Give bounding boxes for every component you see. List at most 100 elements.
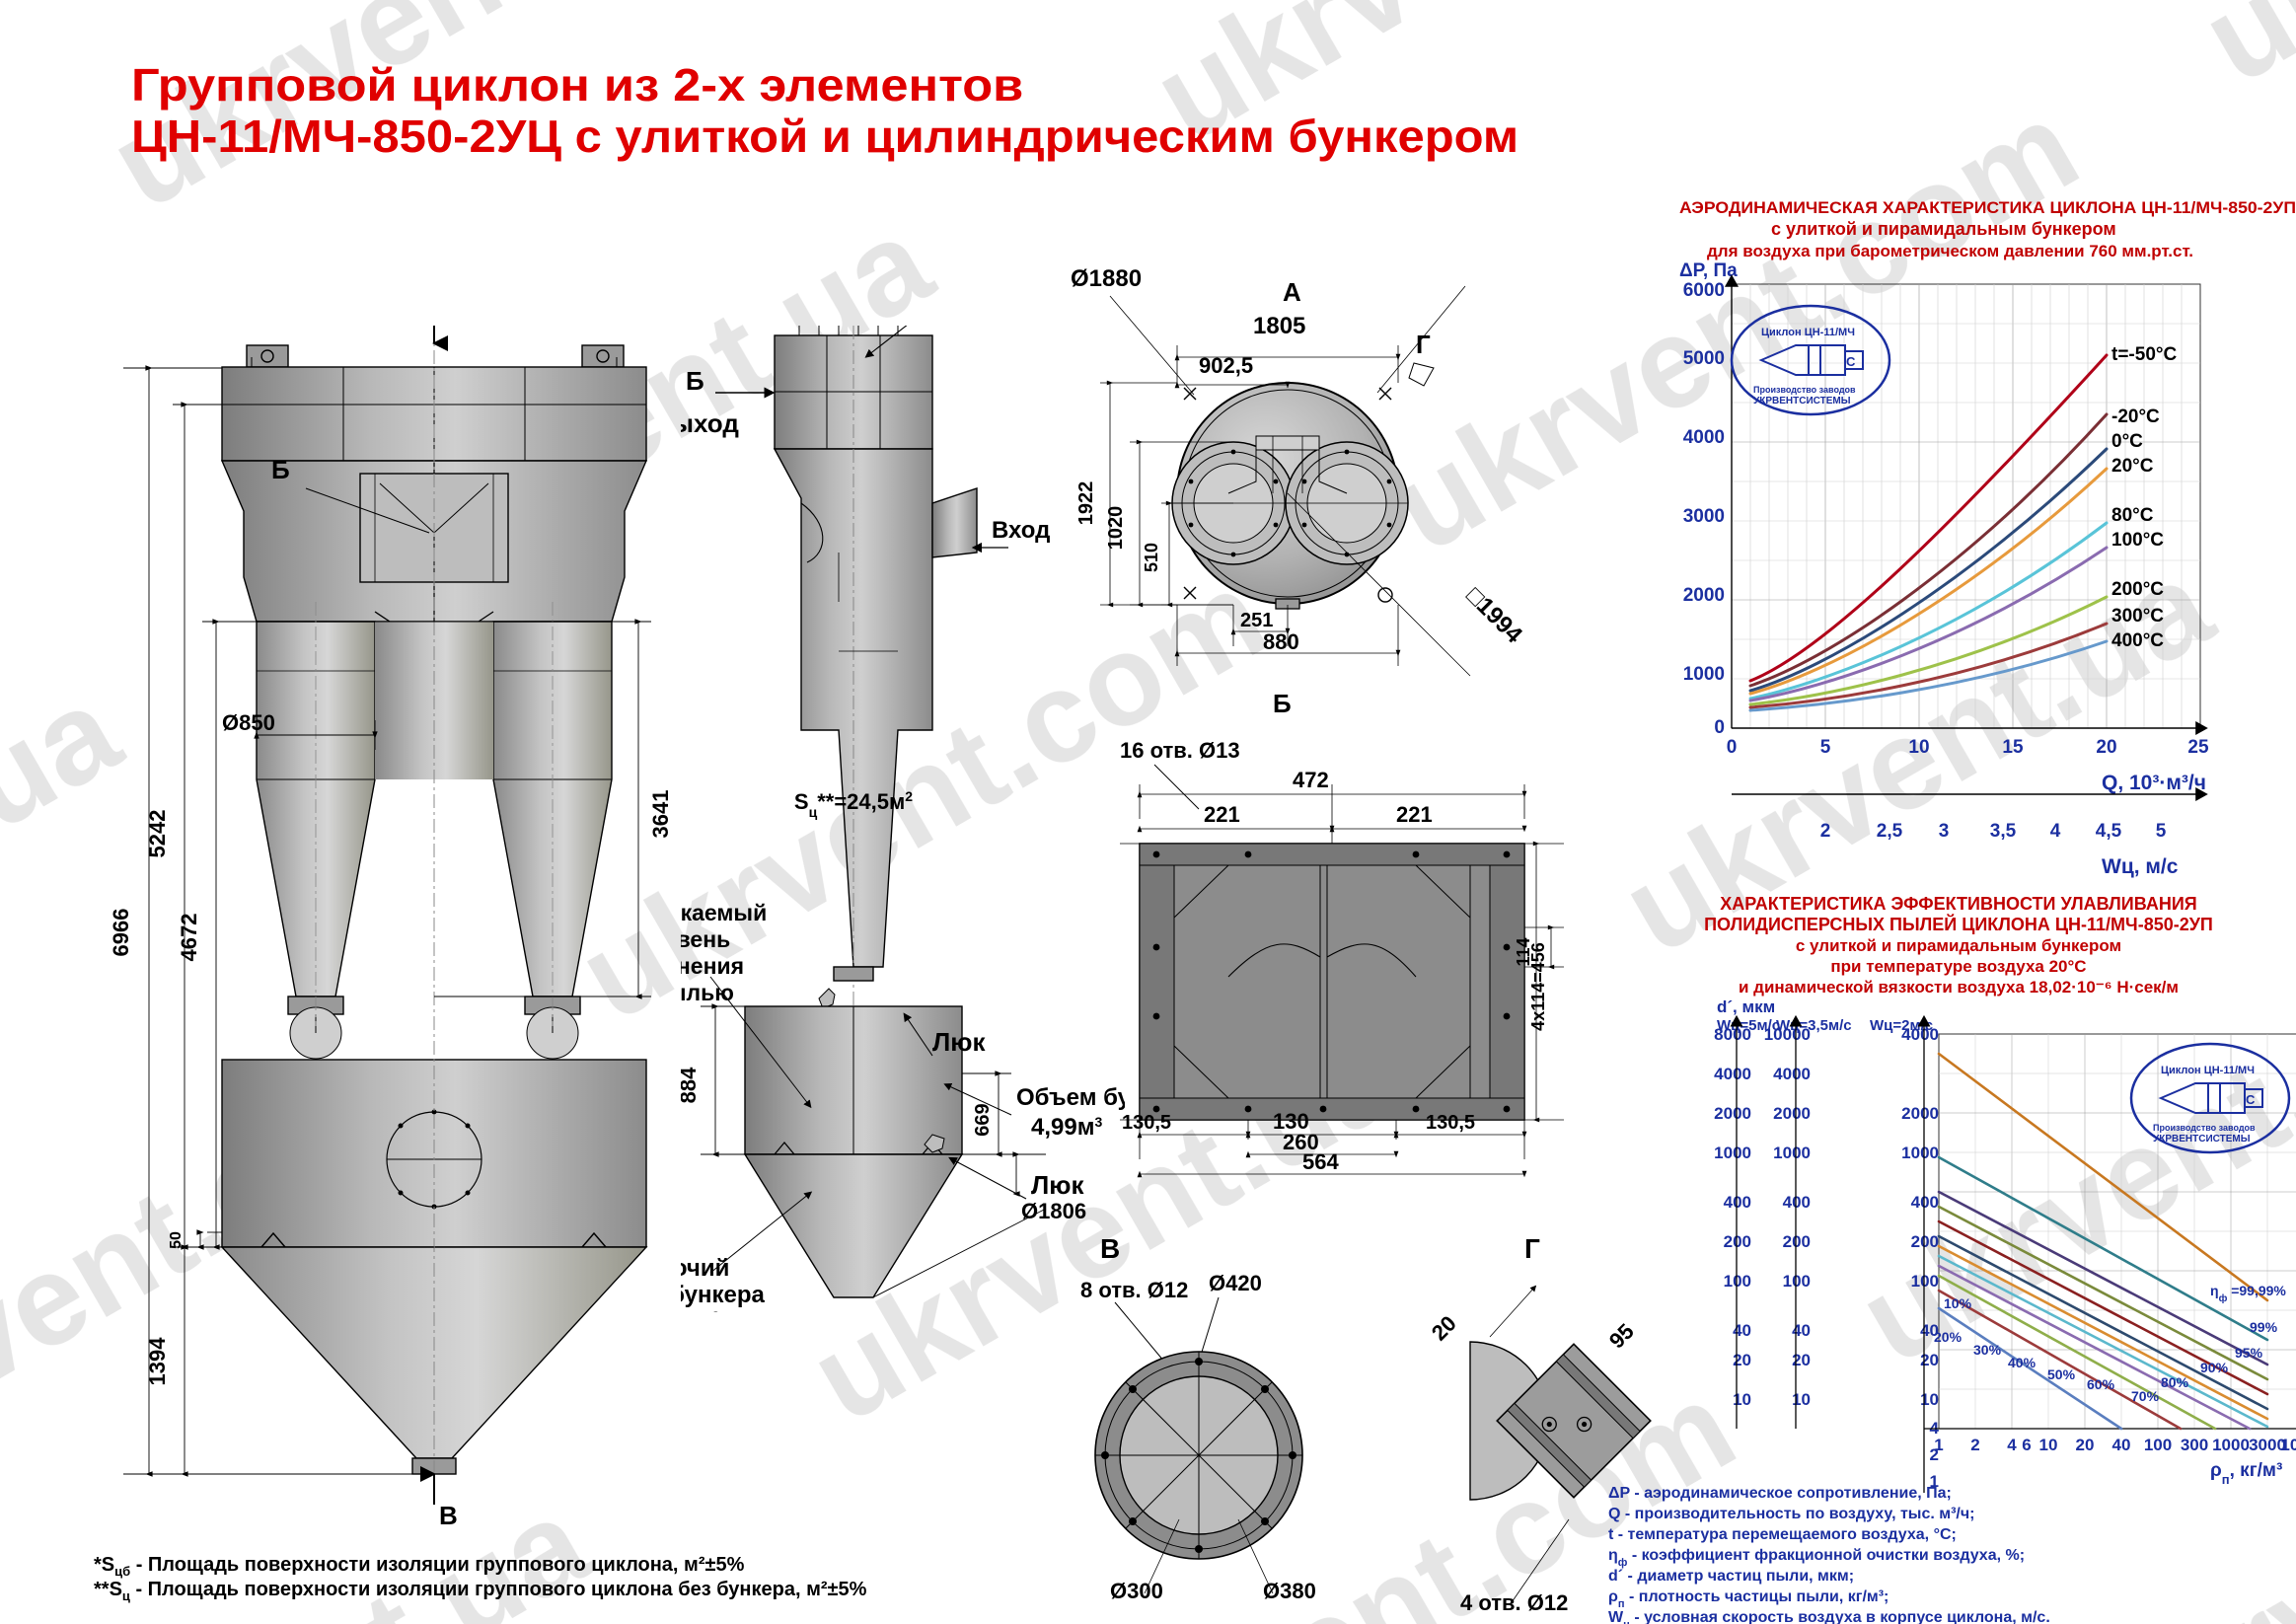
- svg-text:4: 4: [2050, 821, 2061, 842]
- svg-text:Люк: Люк: [932, 1027, 986, 1057]
- svg-text:60%: 60%: [2087, 1376, 2115, 1392]
- svg-text:ηф =99,99%: ηф =99,99%: [2210, 1283, 2286, 1304]
- svg-text:10: 10: [1908, 737, 1929, 758]
- svg-text:2000: 2000: [1773, 1104, 1811, 1123]
- svg-text:Ø420: Ø420: [1209, 1271, 1262, 1295]
- svg-text:50%: 50%: [2047, 1366, 2076, 1382]
- svg-text:для воздуха при барометрическо: для воздуха при барометрическом давлении…: [1707, 242, 2193, 260]
- svg-text:95%: 95%: [2235, 1345, 2263, 1361]
- svg-text:10%: 10%: [1944, 1295, 1972, 1311]
- svg-text:Производство заводов: Производство заводов: [2153, 1123, 2256, 1133]
- svg-text:-20°C: -20°C: [2111, 406, 2160, 427]
- svg-text:80%: 80%: [2161, 1374, 2189, 1390]
- svg-text:Б: Б: [686, 366, 704, 396]
- svg-text:Ø380: Ø380: [1263, 1579, 1316, 1603]
- svg-text:1: 1: [1934, 1436, 1943, 1454]
- svg-text:4000: 4000: [1773, 1065, 1811, 1083]
- svg-text:2: 2: [1970, 1436, 1979, 1454]
- svg-text:10: 10: [1733, 1390, 1751, 1409]
- svg-text:200: 200: [1911, 1232, 1939, 1251]
- svg-text:4,99м3: 4,99м3: [1031, 1114, 1102, 1141]
- svg-text:40: 40: [1733, 1321, 1751, 1340]
- svg-text:20%: 20%: [1934, 1329, 1963, 1345]
- svg-text:884: 884: [681, 1067, 701, 1103]
- svg-text:4,5: 4,5: [2096, 821, 2122, 842]
- svg-text:20: 20: [1792, 1351, 1811, 1369]
- svg-text:Вход: Вход: [992, 517, 1050, 544]
- svg-text:Выход: Выход: [681, 408, 739, 438]
- svg-text:Рабочий: Рабочий: [681, 1255, 729, 1282]
- svg-text:и динамической вязкости воздух: и динамической вязкости воздуха 18,02·10…: [1739, 978, 2179, 997]
- svg-text:В: В: [439, 1501, 458, 1530]
- svg-text:100: 100: [1911, 1272, 1939, 1291]
- svg-text:669: 669: [972, 1103, 994, 1136]
- svg-text:400: 400: [1911, 1193, 1939, 1212]
- svg-text:УКРВЕНТСИСТЕМЫ: УКРВЕНТСИСТЕМЫ: [1753, 396, 1851, 406]
- svg-text:ПОЛИДИСПЕРСНЫХ ПЫЛЕЙ ЦИКЛОНА Ц: ПОЛИДИСПЕРСНЫХ ПЫЛЕЙ ЦИКЛОНА ЦН-11/МЧ-85…: [1704, 914, 2213, 934]
- svg-text:3641: 3641: [648, 790, 673, 839]
- svg-text:8000: 8000: [1714, 1025, 1751, 1044]
- svg-text:40: 40: [2112, 1436, 2131, 1454]
- svg-text:1000: 1000: [1714, 1144, 1751, 1162]
- svg-text:6966: 6966: [109, 909, 133, 957]
- svg-text:1000: 1000: [1683, 664, 1725, 685]
- svg-text:200°C: 200°C: [2111, 579, 2164, 600]
- svg-text:300°C: 300°C: [2111, 606, 2164, 627]
- svg-text:40: 40: [1792, 1321, 1811, 1340]
- svg-text:1922: 1922: [1075, 481, 1097, 526]
- svg-text:Люк: Люк: [1031, 1170, 1084, 1200]
- svg-text:100: 100: [1724, 1272, 1751, 1291]
- svg-text:Г: Г: [1524, 1233, 1540, 1264]
- svg-text:ΔP, Па: ΔP, Па: [1679, 260, 1738, 281]
- svg-text:90%: 90%: [2200, 1360, 2229, 1375]
- svg-text:4: 4: [2007, 1436, 2017, 1454]
- svg-text:УКРВЕНТСИСТЕМЫ: УКРВЕНТСИСТЕМЫ: [2153, 1134, 2251, 1144]
- svg-text:16 отв. Ø13: 16 отв. Ø13: [1120, 738, 1240, 763]
- svg-text:4672: 4672: [177, 914, 201, 962]
- svg-text:10: 10: [2039, 1436, 2058, 1454]
- svg-text:5000: 5000: [1683, 348, 1725, 369]
- svg-text:6: 6: [2022, 1436, 2031, 1454]
- svg-text:4x114=456: 4x114=456: [1528, 942, 1548, 1031]
- svg-text:4000: 4000: [1901, 1025, 1939, 1044]
- svg-text:4000: 4000: [1714, 1065, 1751, 1083]
- svg-text:2: 2: [1820, 821, 1831, 842]
- svg-text:2,5: 2,5: [1877, 821, 1903, 842]
- svg-text:C: C: [2246, 1092, 2256, 1107]
- svg-text:20°C: 20°C: [2111, 456, 2154, 477]
- svg-text:C: C: [1846, 354, 1856, 369]
- svg-text:t - температура перемещаемого: t - температура перемещаемого воздуха, °…: [1608, 1526, 1957, 1543]
- svg-text:Циклон ЦН-11/МЧ: Циклон ЦН-11/МЧ: [1761, 327, 1855, 338]
- svg-text:20: 20: [1431, 1311, 1461, 1346]
- svg-text:Ø850: Ø850: [222, 710, 275, 735]
- svg-text:1000: 1000: [2212, 1436, 2250, 1454]
- svg-text:6000: 6000: [1683, 280, 1725, 301]
- svg-text:3,16м3: 3,16м3: [681, 1308, 719, 1312]
- svg-text:ρп - плотность частицы пыли, к: ρп - плотность частицы пыли, кг/м³;: [1608, 1588, 1889, 1610]
- svg-text:при температуре воздуха 20°C: при температуре воздуха 20°C: [1830, 957, 2086, 976]
- svg-text:50: 50: [168, 1231, 185, 1249]
- svg-text:20: 20: [1733, 1351, 1751, 1369]
- svg-text:2000: 2000: [1714, 1104, 1751, 1123]
- svg-text:100°C: 100°C: [2111, 530, 2164, 551]
- svg-text:20: 20: [2096, 737, 2116, 758]
- svg-text:с улиткой и пирамидальным бунк: с улиткой и пирамидальным бункером: [1796, 936, 2121, 955]
- svg-text:Б: Б: [271, 455, 290, 484]
- svg-text:Циклон ЦН-11/МЧ: Циклон ЦН-11/МЧ: [2161, 1065, 2255, 1076]
- svg-text:Wц - условная скорость воздуха: Wц - условная скорость воздуха в корпусе…: [1608, 1609, 2050, 1624]
- svg-text:30%: 30%: [1973, 1342, 2002, 1358]
- svg-text:В: В: [1100, 1233, 1120, 1264]
- svg-text:t=-50°C: t=-50°C: [2111, 344, 2177, 365]
- svg-text:10: 10: [1792, 1390, 1811, 1409]
- svg-text:2000: 2000: [1901, 1104, 1939, 1123]
- svg-text:510: 510: [1142, 543, 1161, 572]
- svg-text:300: 300: [2181, 1436, 2208, 1454]
- svg-text:Объем бункера: Объем бункера: [1016, 1084, 1125, 1111]
- svg-text:5: 5: [2156, 821, 2167, 842]
- svg-text:Б: Б: [1273, 691, 1292, 718]
- svg-text:25: 25: [2187, 737, 2209, 758]
- svg-text:ηф - коэффициент фракционной о: ηф - коэффициент фракционной очистки воз…: [1608, 1547, 2025, 1569]
- svg-text:Q - производительность по возд: Q - производительность по воздуху, тыс. …: [1608, 1506, 1974, 1522]
- svg-text:1020: 1020: [1105, 506, 1127, 551]
- svg-text:200: 200: [1724, 1232, 1751, 1251]
